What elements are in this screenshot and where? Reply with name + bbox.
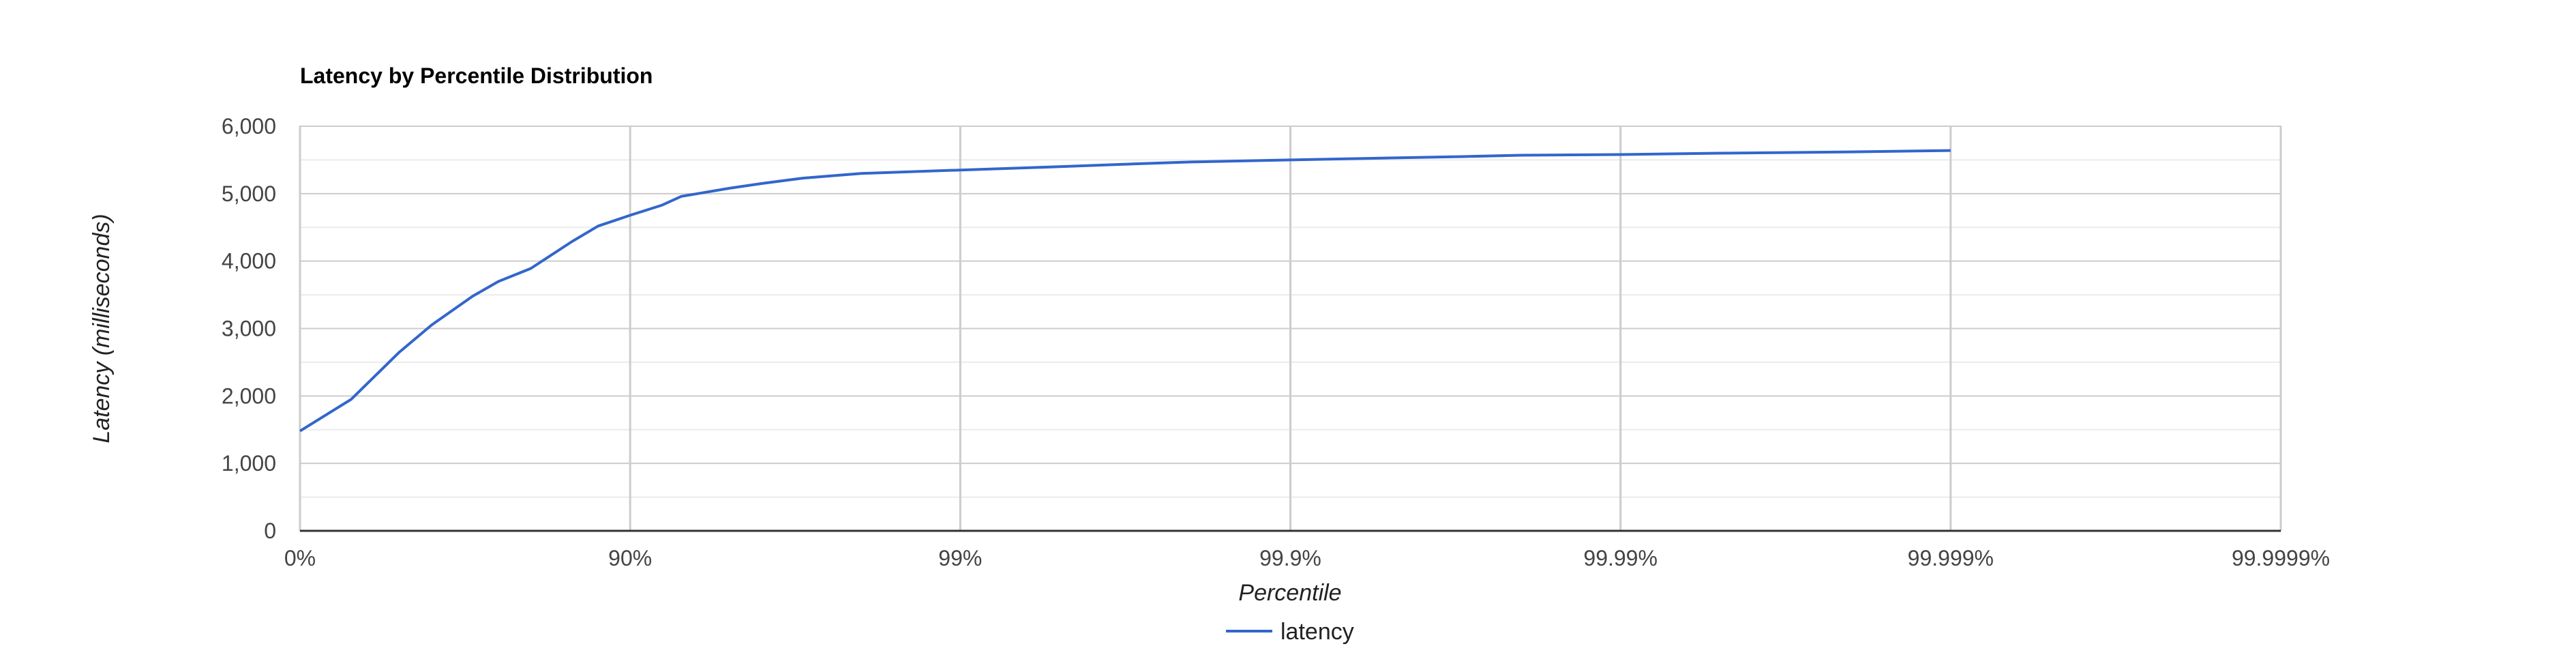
major-gridlines: [299, 126, 2282, 532]
y-tick-label: 3,000: [222, 317, 276, 341]
x-axis-tick-labels: 0% 90% 99% 99.9% 99.99% 99.999% 99.9999%: [284, 546, 2330, 570]
x-tick-label: 0%: [284, 546, 316, 570]
series-line-latency: [299, 149, 1951, 433]
y-tick-label: 0: [264, 519, 276, 543]
y-tick-label: 4,000: [222, 249, 276, 274]
y-tick-label: 5,000: [222, 181, 276, 206]
x-tick-label: 90%: [608, 546, 652, 570]
y-tick-label: 6,000: [222, 114, 276, 139]
legend: latency: [1226, 619, 1354, 645]
x-tick-label: 99.99%: [1583, 546, 1658, 570]
y-tick-label: 1,000: [222, 451, 276, 476]
y-axis-tick-labels: 0 1,000 2,000 3,000 4,000 5,000 6,000: [222, 114, 276, 543]
x-tick-label: 99.9%: [1259, 546, 1321, 570]
y-tick-label: 2,000: [222, 383, 276, 408]
legend-label-latency: latency: [1280, 619, 1354, 645]
x-tick-label: 99%: [938, 546, 982, 570]
x-axis-title: Percentile: [1238, 580, 1341, 606]
y-axis-title: Latency (milliseconds): [89, 214, 115, 443]
x-tick-label: 99.9999%: [2232, 546, 2330, 570]
chart-title: Latency by Percentile Distribution: [300, 63, 653, 88]
x-tick-label: 99.999%: [1908, 546, 1994, 570]
